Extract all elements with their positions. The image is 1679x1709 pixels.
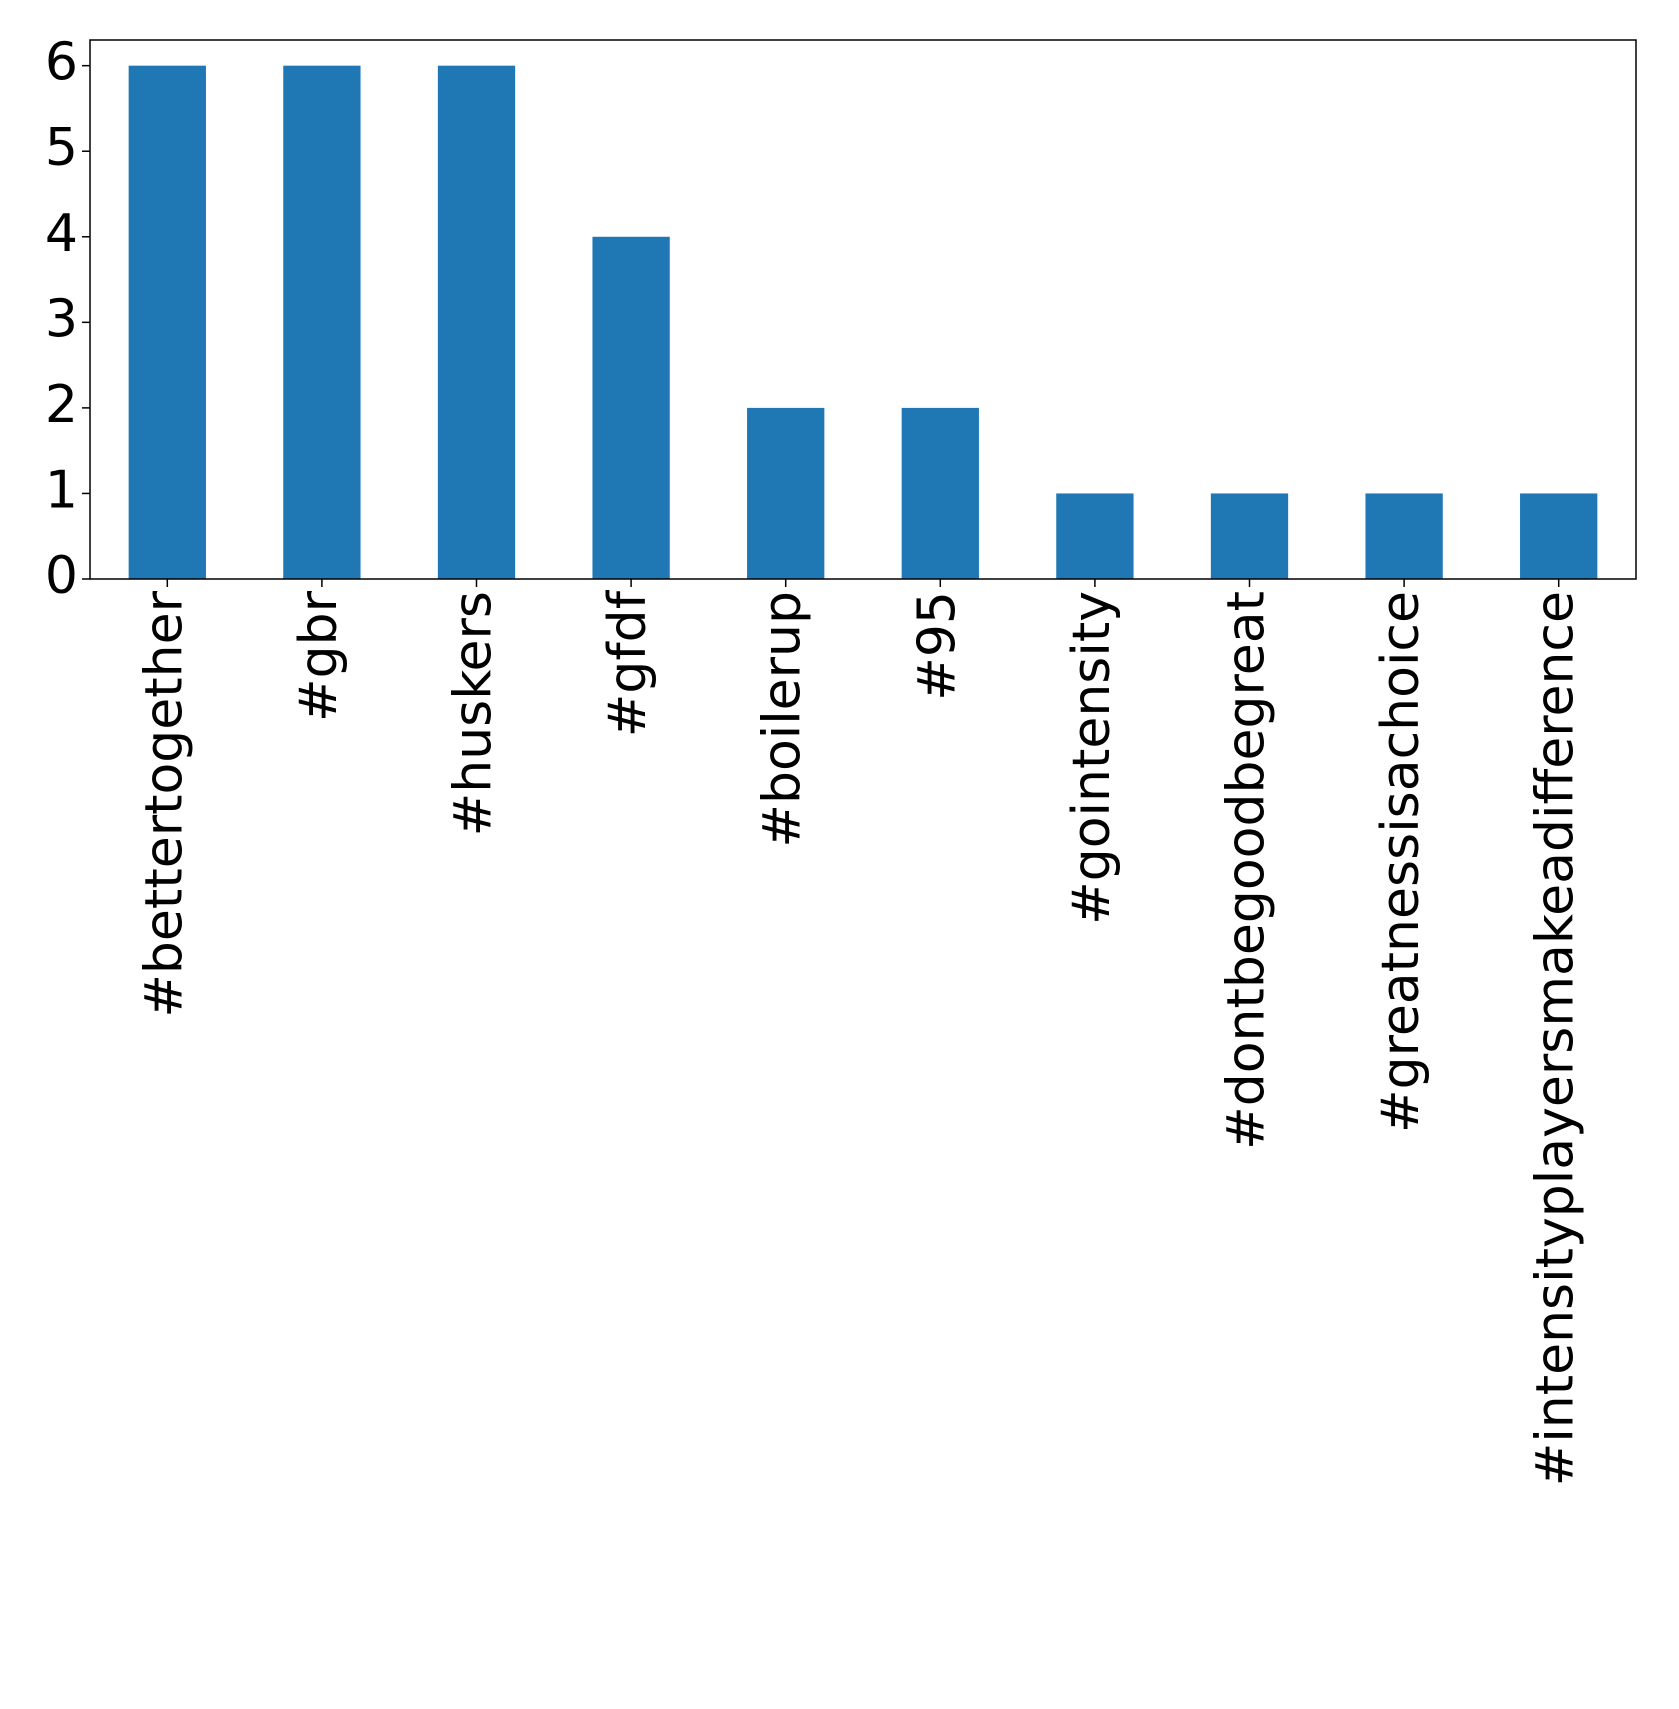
y-tick-label: 1 bbox=[45, 460, 78, 520]
bar bbox=[128, 65, 206, 579]
bar bbox=[747, 407, 825, 579]
x-tick-label: #gbr bbox=[289, 590, 349, 722]
bar bbox=[1365, 493, 1443, 579]
plot-frame bbox=[89, 39, 1637, 580]
y-tick-label: 0 bbox=[45, 546, 78, 606]
x-tick-label: #intensityplayersmakeadifference bbox=[1526, 591, 1586, 1486]
y-tick-label: 4 bbox=[45, 204, 78, 264]
x-tick-label: #greatnessisachoice bbox=[1371, 591, 1431, 1133]
bar bbox=[1520, 493, 1598, 579]
x-tick-label: #boilerup bbox=[753, 591, 813, 848]
y-tick-label: 2 bbox=[45, 375, 78, 435]
bar bbox=[592, 236, 670, 579]
y-tick-label: 6 bbox=[45, 33, 78, 93]
x-tick-label: #bettertogether bbox=[134, 590, 194, 1017]
bar bbox=[1056, 493, 1134, 579]
bar bbox=[437, 65, 516, 579]
bar bbox=[901, 407, 979, 579]
y-tick-label: 3 bbox=[45, 289, 78, 349]
x-tick-label: #gfdf bbox=[598, 589, 658, 737]
y-tick-label: 5 bbox=[45, 118, 78, 178]
bar bbox=[1210, 493, 1289, 579]
bar bbox=[283, 65, 361, 579]
x-tick-label: #gointensity bbox=[1062, 591, 1122, 925]
x-tick-label: #95 bbox=[907, 591, 967, 701]
x-tick-label: #huskers bbox=[444, 591, 504, 836]
x-tick-label: #dontbegoodbegreat bbox=[1217, 591, 1277, 1150]
